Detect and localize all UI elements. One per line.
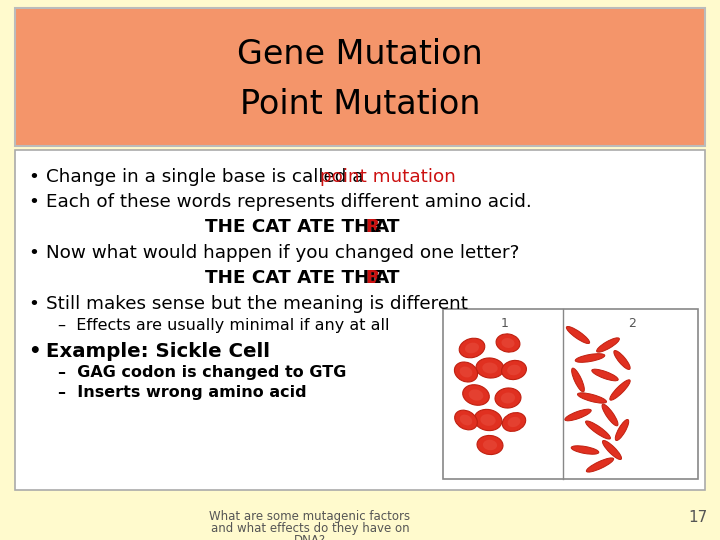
Ellipse shape: [477, 435, 503, 455]
Text: Each of these words represents different amino acid.: Each of these words represents different…: [46, 193, 532, 211]
Ellipse shape: [501, 338, 515, 348]
Text: –  Inserts wrong amino acid: – Inserts wrong amino acid: [58, 385, 307, 400]
Text: Change in a single base is called a: Change in a single base is called a: [46, 168, 369, 186]
Text: THE CAT ATE THE: THE CAT ATE THE: [205, 269, 388, 287]
Ellipse shape: [585, 421, 611, 439]
Ellipse shape: [501, 393, 515, 403]
Ellipse shape: [575, 354, 605, 362]
Ellipse shape: [503, 413, 526, 431]
FancyBboxPatch shape: [443, 309, 698, 479]
Text: Still makes sense but the meaning is different: Still makes sense but the meaning is dif…: [46, 295, 468, 313]
Ellipse shape: [495, 388, 521, 408]
Text: THE CAT ATE THE: THE CAT ATE THE: [205, 218, 388, 236]
Text: Point Mutation: Point Mutation: [240, 89, 480, 122]
Text: R: R: [365, 218, 379, 236]
Text: 17: 17: [689, 510, 708, 525]
Ellipse shape: [564, 409, 591, 421]
Text: 2: 2: [628, 317, 636, 330]
Ellipse shape: [602, 404, 618, 426]
Ellipse shape: [482, 362, 498, 374]
Ellipse shape: [616, 420, 629, 441]
Text: Example: Sickle Cell: Example: Sickle Cell: [46, 342, 270, 361]
Ellipse shape: [507, 364, 521, 375]
Text: B: B: [365, 269, 379, 287]
Text: AT: AT: [375, 218, 400, 236]
Ellipse shape: [469, 389, 483, 401]
Ellipse shape: [465, 342, 479, 353]
Text: •: •: [28, 244, 39, 262]
Ellipse shape: [459, 338, 485, 358]
Ellipse shape: [454, 410, 477, 430]
Ellipse shape: [463, 384, 490, 406]
Ellipse shape: [572, 368, 585, 392]
Ellipse shape: [571, 446, 599, 454]
Text: Gene Mutation: Gene Mutation: [237, 38, 483, 71]
Text: AT: AT: [375, 269, 400, 287]
Text: What are some mutagenic factors: What are some mutagenic factors: [210, 510, 410, 523]
Ellipse shape: [592, 369, 618, 381]
Ellipse shape: [502, 360, 526, 380]
Ellipse shape: [496, 334, 520, 352]
Ellipse shape: [577, 393, 606, 403]
Ellipse shape: [454, 362, 477, 382]
Text: –  Effects are usually minimal if any at all: – Effects are usually minimal if any at …: [58, 318, 390, 333]
Ellipse shape: [614, 350, 630, 369]
Ellipse shape: [586, 458, 613, 472]
Ellipse shape: [603, 441, 621, 460]
Ellipse shape: [480, 414, 495, 426]
Text: DNA?: DNA?: [294, 534, 326, 540]
Ellipse shape: [460, 415, 472, 426]
Text: point mutation: point mutation: [320, 168, 456, 186]
Text: Now what would happen if you changed one letter?: Now what would happen if you changed one…: [46, 244, 519, 262]
Text: –  GAG codon is changed to GTG: – GAG codon is changed to GTG: [58, 365, 346, 380]
Ellipse shape: [474, 409, 502, 430]
Ellipse shape: [567, 327, 590, 343]
Ellipse shape: [610, 380, 630, 400]
Text: •: •: [28, 342, 40, 361]
Text: •: •: [28, 168, 39, 186]
Text: 1: 1: [500, 317, 508, 330]
Ellipse shape: [459, 367, 472, 377]
Text: •: •: [28, 193, 39, 211]
FancyBboxPatch shape: [15, 150, 705, 490]
FancyBboxPatch shape: [15, 8, 705, 146]
Text: and what effects do they have on: and what effects do they have on: [211, 522, 409, 535]
Ellipse shape: [508, 417, 521, 427]
Ellipse shape: [483, 440, 497, 450]
Ellipse shape: [597, 338, 619, 352]
Ellipse shape: [476, 358, 504, 378]
Text: •: •: [28, 295, 39, 313]
